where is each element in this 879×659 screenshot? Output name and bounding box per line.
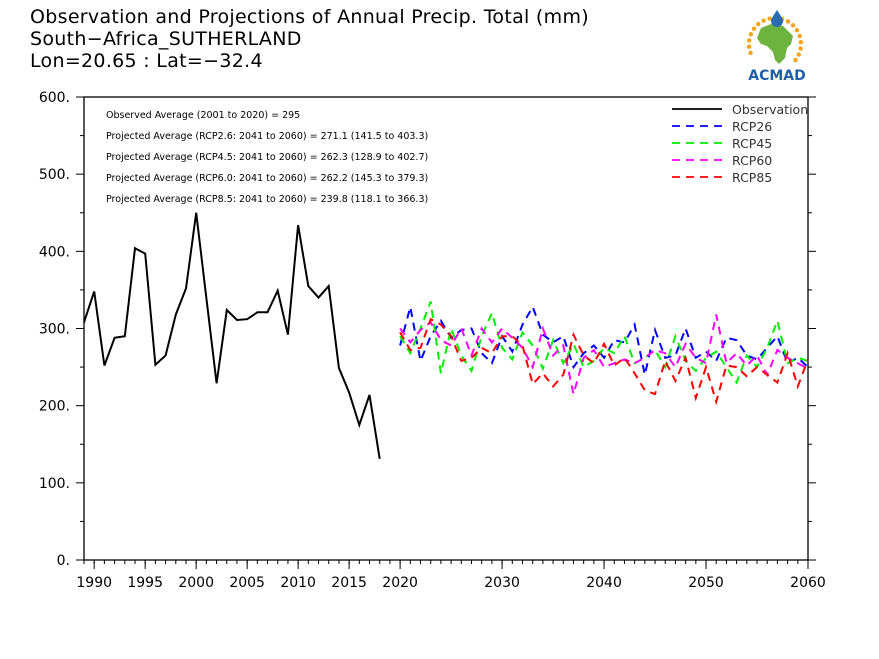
chart-title-block: Observation and Projections of Annual Pr…	[30, 6, 589, 72]
acmad-logo: ACMAD	[746, 10, 806, 84]
x-tick-label: 1990	[76, 575, 112, 591]
axes: 0. 100. 200. 300. 400. 500. 600. 1990 1995 2000 20…	[39, 90, 826, 591]
x-tick-label: 2020	[382, 575, 418, 591]
y-tick-label: 600.	[39, 90, 70, 106]
coordinates-label: Lon=20.65 : Lat=−32.4	[30, 50, 263, 72]
annotation-text: Projected Average (RCP6.0: 2041 to 2060)…	[106, 173, 428, 184]
annotations: Observed Average (2001 to 2020) = 295 Pro…	[106, 110, 428, 205]
series-line-rcp26	[399, 304, 809, 376]
y-tick-label: 0.	[57, 553, 70, 569]
x-tick-label: 2050	[688, 575, 724, 591]
logo-text: ACMAD	[748, 68, 806, 84]
legend: Observation RCP26 RCP45 RCP60 RCP85	[672, 102, 808, 185]
annotation-text: Projected Average (RCP2.6: 2041 to 2060)…	[106, 131, 428, 142]
x-tick-label: 2040	[586, 575, 622, 591]
x-tick-label: 2015	[331, 575, 367, 591]
series-line-rcp60	[399, 314, 809, 395]
annotation-text: Projected Average (RCP8.5: 2041 to 2060)…	[106, 194, 428, 205]
x-tick-label: 2005	[229, 575, 265, 591]
legend-label: Observation	[732, 102, 808, 117]
annotation-text: Projected Average (RCP4.5: 2041 to 2060)…	[106, 152, 428, 163]
location-label: South−Africa_SUTHERLAND	[30, 28, 302, 50]
legend-label: RCP60	[732, 153, 772, 168]
y-tick-label: 200.	[39, 399, 70, 415]
x-tick-label: 2010	[280, 575, 316, 591]
x-tick-label: 2030	[484, 575, 520, 591]
water-drop-icon	[771, 10, 783, 27]
legend-label: RCP45	[732, 136, 772, 151]
legend-label: RCP85	[732, 170, 772, 185]
chart-title: Observation and Projections of Annual Pr…	[30, 6, 589, 28]
y-tick-label: 400.	[39, 244, 70, 260]
series-line-rcp85	[399, 317, 809, 406]
legend-label: RCP26	[732, 119, 772, 134]
y-tick-label: 500.	[39, 167, 70, 183]
series-line-observation	[83, 212, 381, 460]
annotation-text: Observed Average (2001 to 2020) = 295	[106, 110, 300, 121]
sun-ring-icon	[746, 15, 804, 63]
series-layer	[83, 212, 809, 460]
y-tick-label: 300.	[39, 322, 70, 338]
x-tick-label: 2000	[178, 575, 214, 591]
y-tick-label: 100.	[39, 476, 70, 492]
x-tick-label: 2060	[790, 575, 826, 591]
plot-frame	[83, 96, 809, 561]
africa-icon	[757, 24, 793, 64]
x-tick-label: 1995	[127, 575, 163, 591]
